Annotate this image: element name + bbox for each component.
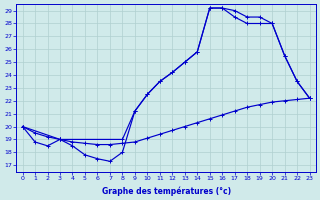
X-axis label: Graphe des températures (°c): Graphe des températures (°c)	[101, 186, 231, 196]
